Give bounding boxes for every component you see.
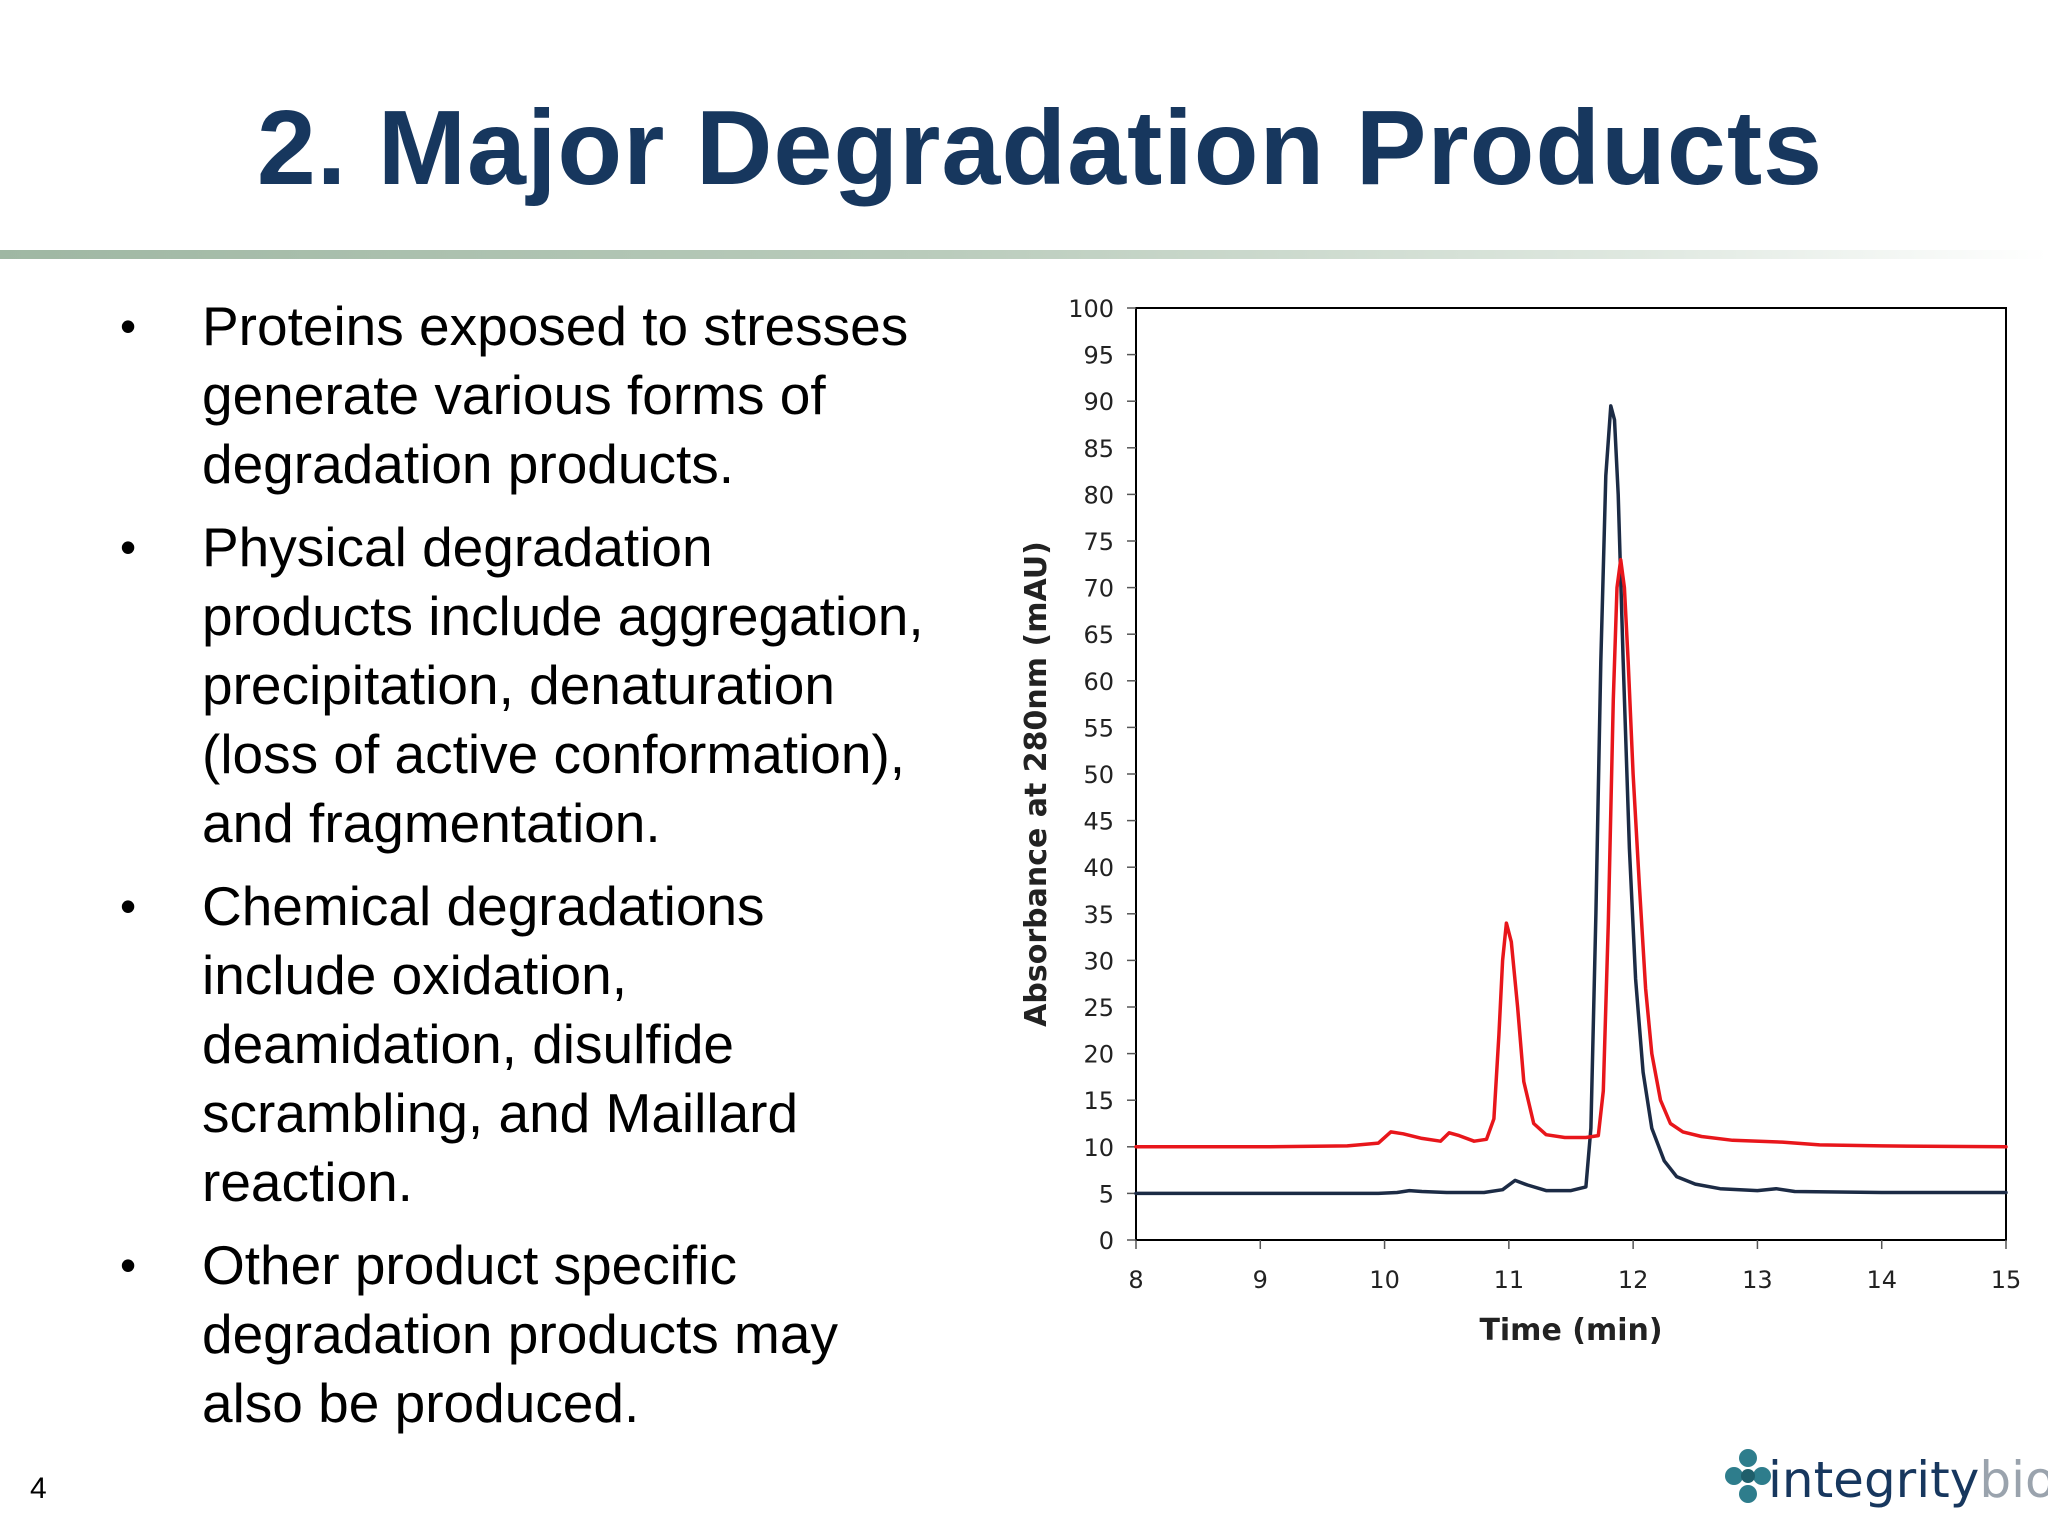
bullet-item: • Proteins exposed to stresses generate …: [120, 292, 980, 499]
chart-series-layer: [1134, 404, 2008, 1196]
bullet-line: degradation products may: [202, 1303, 838, 1365]
x-tick-label: 8: [1128, 1266, 1143, 1294]
x-axis-label: Time (min): [1479, 1313, 1662, 1348]
series-line-2: [1134, 557, 2008, 1149]
y-tick-label: 85: [1083, 435, 1114, 463]
y-tick-label: 50: [1083, 761, 1114, 789]
x-tick-label: 10: [1369, 1266, 1400, 1294]
bullet-line: reaction.: [202, 1151, 413, 1213]
bullet-item: • Chemical degradations include oxidatio…: [120, 872, 980, 1217]
logo-text-primary: integrity: [1768, 1451, 1980, 1509]
chart-svg: 0 5 10 15 20 25 30 35 40 45 50 55 60 65 70 75 80 85 90 95 10…: [1019, 295, 2021, 1348]
y-tick-label: 75: [1083, 528, 1114, 556]
bullet-line: Physical degradation: [202, 516, 713, 578]
bullet-symbol: •: [120, 300, 137, 352]
y-tick-label: 70: [1083, 575, 1114, 603]
y-tick-label: 95: [1083, 342, 1114, 370]
page-number: 4: [30, 1472, 47, 1505]
y-tick-label: 30: [1083, 947, 1114, 975]
y-tick-label: 0: [1099, 1227, 1114, 1255]
bullet-line: (loss of active conformation),: [202, 723, 906, 785]
y-tick-label: 60: [1083, 668, 1114, 696]
logo: integritybio: [1722, 1440, 2048, 1520]
logo-text: integritybio: [1768, 1440, 2048, 1520]
y-tick-label: 55: [1083, 714, 1114, 742]
y-tick-label: 15: [1083, 1087, 1114, 1115]
chromatogram-chart: 0 5 10 15 20 25 30 35 40 45 50 55 60 65 70 75 80 85 90 95 10…: [1000, 280, 2040, 1370]
chart-axes: 0 5 10 15 20 25 30 35 40 45 50 55 60 65 70 75 80 85 90 95 10…: [1068, 295, 2021, 1294]
bullet-line: degradation products.: [202, 433, 735, 495]
bullet-symbol: •: [120, 880, 137, 932]
y-tick-label: 90: [1083, 388, 1114, 416]
bullet-list: • Proteins exposed to stresses generate …: [120, 292, 980, 1452]
x-tick-label: 13: [1742, 1266, 1773, 1294]
bullet-line: deamidation, disulfide: [202, 1013, 735, 1075]
slide-title: 2. Major Degradation Products: [256, 89, 1824, 207]
x-tick-label: 14: [1866, 1266, 1897, 1294]
y-tick-label: 100: [1068, 295, 1114, 323]
y-tick-label: 65: [1083, 621, 1114, 649]
y-tick-label: 40: [1083, 854, 1114, 882]
x-tick-label: 11: [1494, 1266, 1525, 1294]
x-tick-label: 12: [1618, 1266, 1649, 1294]
bullet-line: include oxidation,: [202, 944, 628, 1006]
bullet-line: Chemical degradations: [202, 875, 765, 937]
series-line-1: [1134, 404, 2008, 1196]
y-tick-label: 25: [1083, 994, 1114, 1022]
bullet-line: generate various forms of: [202, 364, 826, 426]
title-divider: [0, 250, 2048, 259]
y-tick-label: 80: [1083, 481, 1114, 509]
bullet-symbol: •: [120, 1239, 137, 1291]
x-tick-label: 15: [1991, 1266, 2022, 1294]
y-tick-label: 35: [1083, 901, 1114, 929]
bullet-line: and fragmentation.: [202, 792, 661, 854]
bullet-line: scrambling, and Maillard: [202, 1082, 799, 1144]
y-tick-label: 20: [1083, 1041, 1114, 1069]
y-axis-label: Absorbance at 280nm (mAU): [1019, 541, 1054, 1027]
bullet-symbol: •: [120, 521, 137, 573]
logo-text-secondary: bio: [1979, 1451, 2048, 1509]
x-tick-label: 9: [1253, 1266, 1268, 1294]
bullet-line: Proteins exposed to stresses: [202, 295, 909, 357]
y-tick-label: 45: [1083, 808, 1114, 836]
plot-frame: [1135, 307, 2007, 1241]
y-tick-label: 5: [1099, 1180, 1114, 1208]
bullet-line: precipitation, denaturation: [202, 654, 835, 716]
bullet-line: Other product specific: [202, 1234, 737, 1296]
y-tick-label: 10: [1083, 1134, 1114, 1162]
molecule-cross-icon: [1725, 1449, 1771, 1503]
bullet-item: • Physical degradation products include …: [120, 513, 980, 858]
bullet-line: products include aggregation,: [202, 585, 924, 647]
bullet-line: also be produced.: [202, 1372, 640, 1434]
bullet-item: • Other product specific degradation pro…: [120, 1231, 980, 1438]
